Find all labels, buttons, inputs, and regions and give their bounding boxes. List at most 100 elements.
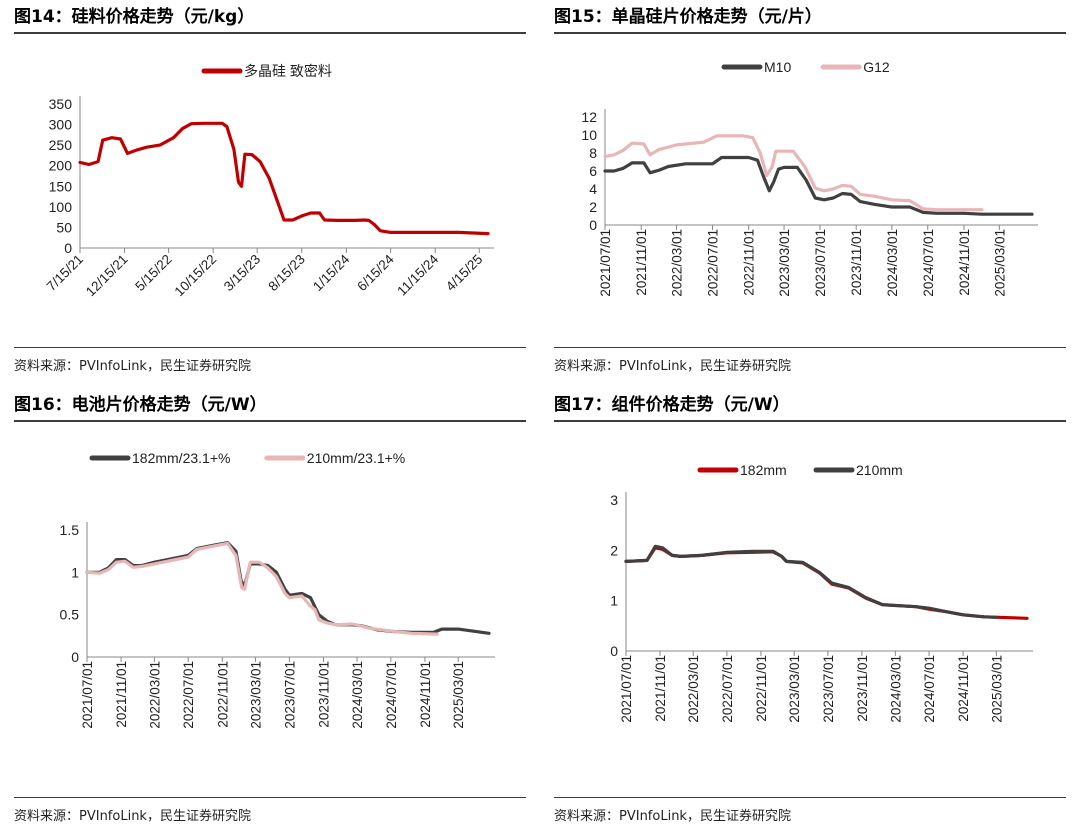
y-tick-label: 2: [610, 542, 618, 558]
x-tick-label: 8/15/23: [265, 252, 307, 294]
figure-17: 图17：组件价格走势（元/W） 182mm 210mm 0 1 2 3 2021/07/01…: [554, 394, 1066, 830]
x-tick-label: 2022/11/01: [754, 655, 769, 722]
x-tick-label: 5/15/22: [132, 252, 174, 294]
y-tick-label: 350: [49, 96, 73, 112]
y-tick-label: 0: [589, 217, 597, 233]
legend-label-1: 182mm/23.1+%: [132, 450, 230, 466]
x-tick-label: 2021/07/01: [80, 661, 95, 729]
source-note: 资料来源：PVInfoLink，民生证券研究院: [554, 809, 791, 824]
x-tick-label: 2023/03/01: [249, 661, 264, 729]
y-tick-label: 2: [589, 199, 597, 215]
x-tick-label: 6/15/24: [354, 251, 397, 294]
x-tick-label: 2022/07/01: [181, 661, 196, 729]
x-tick-label: 2024/07/01: [921, 229, 936, 297]
y-tick-label: 8: [589, 145, 597, 161]
legend-label-2: 210mm: [856, 462, 903, 478]
y-tick-label: 0: [610, 643, 618, 659]
series-line-2: [624, 544, 998, 619]
figure-title: 图15：单晶硅片价格走势（元/片）: [554, 7, 822, 27]
x-tick-label: 2021/11/01: [634, 229, 649, 296]
series-line-1: [603, 155, 1034, 216]
chart-polysilicon: 多晶硅 致密料 0 50 100 150 200 250 300 350 7/15/2112/15…: [44, 63, 494, 300]
y-tick-label: 150: [49, 178, 73, 194]
x-tick-label: 7/15/21: [44, 252, 86, 294]
x-tick-label: 2022/11/01: [742, 229, 757, 296]
x-tick-label: 1/15/24: [310, 251, 353, 294]
y-tick-label: 4: [589, 181, 597, 197]
y-tick-label: 50: [56, 219, 72, 235]
x-tick-label: 2022/03/01: [670, 229, 685, 297]
source-note: 资料来源：PVInfoLink，民生证券研究院: [14, 809, 251, 824]
title-rule: [14, 420, 526, 422]
x-tick-label: 2021/07/01: [619, 655, 634, 723]
title-rule: [554, 32, 1066, 34]
y-tick-label: 1.5: [60, 522, 80, 538]
source-rule: [554, 797, 1066, 798]
x-tick-label: 2023/03/01: [777, 229, 792, 297]
y-tick-label: 300: [49, 117, 73, 133]
x-tick-label: 2022/07/01: [705, 229, 720, 297]
x-tick-label: 2023/11/01: [849, 229, 864, 296]
figure-15: 图15：单晶硅片价格走势（元/片） M10 G12 0 2 4 6 8 10 12 2021/07…: [554, 6, 1066, 384]
source-rule: [14, 797, 526, 798]
x-tick-label: 10/15/22: [172, 252, 220, 300]
x-tick-label: 2022/11/01: [215, 661, 230, 728]
figure-title: 图17：组件价格走势（元/W）: [554, 395, 790, 415]
x-tick-label: 2025/03/01: [989, 655, 1004, 723]
x-tick-label: 3/15/23: [221, 252, 263, 294]
y-tick-label: 3: [610, 492, 618, 508]
series-line-2: [85, 541, 439, 636]
title-rule: [554, 420, 1066, 422]
figure-16: 图16：电池片价格走势（元/W） 182mm/23.1+% 210mm/23.1+…: [14, 394, 526, 830]
y-tick-label: 0: [64, 240, 72, 256]
source-rule: [14, 347, 526, 348]
y-tick-label: 0: [71, 649, 79, 665]
legend-label-2: G12: [863, 59, 890, 75]
source-note: 资料来源：PVInfoLink，民生证券研究院: [14, 359, 251, 374]
x-tick-label: 4/15/25: [443, 252, 485, 294]
x-tick-label: 2021/11/01: [653, 655, 668, 722]
legend-label-2: 210mm/23.1+%: [307, 450, 405, 466]
x-tick-label: 2023/07/01: [821, 655, 836, 723]
x-tick-label: 2024/03/01: [885, 229, 900, 297]
x-tick-label: 2023/11/01: [855, 655, 870, 722]
y-tick-label: 0.5: [60, 607, 80, 623]
series-line-2: [603, 134, 984, 212]
figure-title: 图14：硅料价格走势（元/kg）: [14, 7, 255, 27]
title-rule: [14, 32, 526, 34]
x-tick-label: 2023/07/01: [282, 661, 297, 729]
x-tick-label: 2023/03/01: [787, 655, 802, 723]
x-tick-label: 2024/03/01: [350, 661, 365, 729]
legend-label-1: 182mm: [740, 462, 787, 478]
x-tick-label: 2025/03/01: [992, 229, 1007, 297]
x-tick-label: 2022/03/01: [686, 655, 701, 723]
chart-module: 182mm 210mm 0 1 2 3 2021/07/01 2021/11/01 2022/0…: [610, 462, 1033, 723]
x-tick-label: 2023/11/01: [316, 661, 331, 728]
legend-label-1: 多晶硅 致密料: [244, 63, 332, 79]
y-tick-label: 12: [581, 109, 597, 125]
x-tick-label: 2024/11/01: [956, 655, 971, 722]
x-tick-label: 2021/07/01: [598, 229, 613, 297]
series-line-1: [624, 546, 1029, 620]
x-tick-label: 12/15/21: [83, 252, 131, 300]
x-tick-label: 2025/03/01: [451, 661, 466, 729]
chart-wafer: M10 G12 0 2 4 6 8 10 12 2021/07/01 2021/11/01 2022/…: [581, 59, 1038, 297]
series-line-1: [78, 121, 490, 236]
legend-label-1: M10: [764, 59, 791, 75]
figure-title: 图16：电池片价格走势（元/W）: [14, 395, 267, 415]
y-tick-label: 10: [581, 127, 597, 143]
y-tick-label: 200: [49, 158, 73, 174]
x-tick-label: 2023/07/01: [813, 229, 828, 297]
x-tick-label: 2021/11/01: [114, 661, 129, 728]
x-tick-label: 2024/11/01: [418, 661, 433, 728]
x-tick-label: 2024/11/01: [957, 229, 972, 296]
y-tick-label: 1: [71, 564, 79, 580]
x-tick-label: 2022/07/01: [720, 655, 735, 723]
source-rule: [554, 347, 1066, 348]
source-note: 资料来源：PVInfoLink，民生证券研究院: [554, 359, 791, 374]
series-line-1: [85, 541, 491, 635]
y-tick-label: 1: [610, 593, 618, 609]
x-tick-label: 11/15/24: [394, 251, 441, 298]
y-tick-label: 250: [49, 137, 73, 153]
x-tick-label: 2024/07/01: [922, 655, 937, 723]
